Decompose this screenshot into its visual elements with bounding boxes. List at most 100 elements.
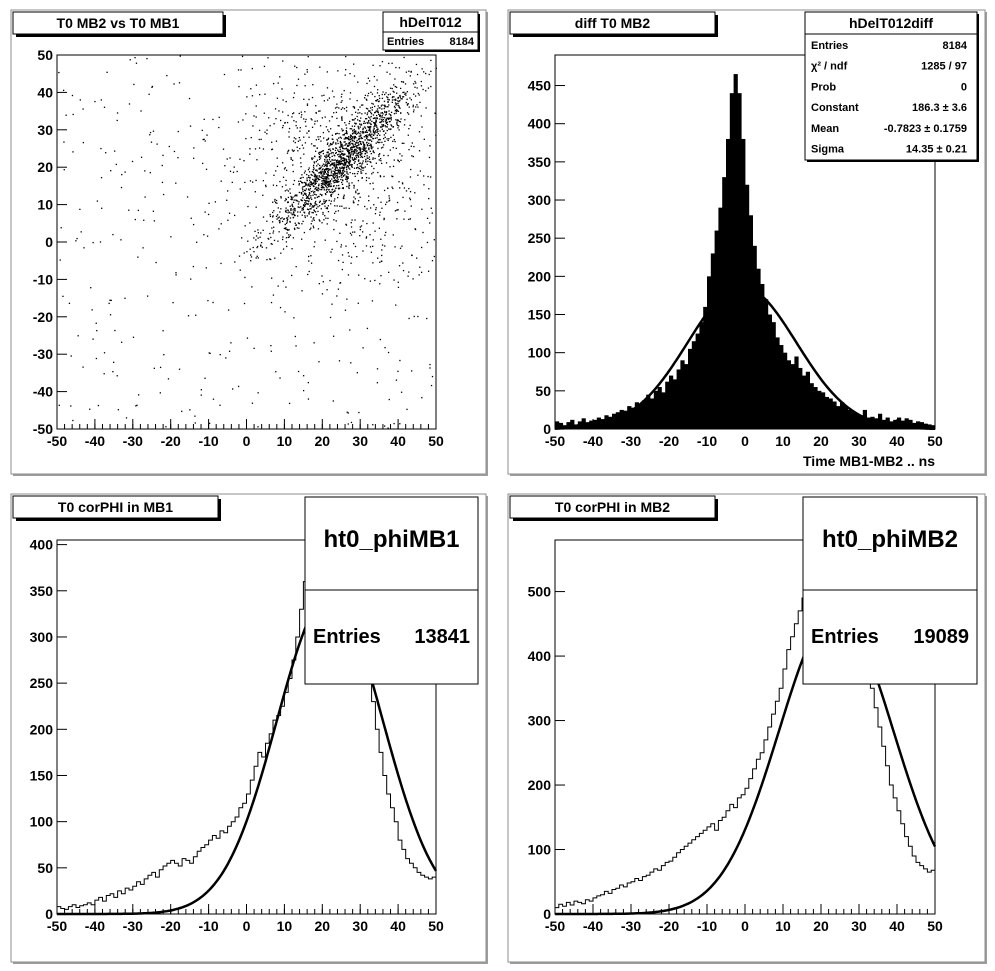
- scatter-point: [325, 189, 327, 191]
- scatter-point: [378, 153, 380, 156]
- scatter-point: [124, 297, 126, 299]
- y-tick-label: -30: [33, 346, 53, 362]
- scatter-point: [297, 140, 300, 142]
- scatter-point: [327, 210, 330, 213]
- scatter-point: [338, 125, 340, 127]
- scatter-point: [365, 98, 367, 100]
- scatter-point: [325, 126, 328, 128]
- scatter-point: [209, 352, 211, 355]
- scatter-point: [350, 256, 353, 258]
- scatter-point: [227, 190, 229, 192]
- scatter-point: [410, 99, 413, 101]
- scatter-point: [401, 155, 403, 157]
- scatter-point: [384, 203, 387, 206]
- histogram-bar: [764, 299, 769, 429]
- scatter-point: [314, 197, 316, 199]
- scatter-point: [342, 168, 344, 170]
- scatter-point: [391, 96, 394, 99]
- scatter-point: [383, 93, 386, 96]
- scatter-point: [63, 169, 65, 171]
- scatter-point: [357, 132, 359, 135]
- scatter-point: [410, 71, 412, 73]
- histogram-bar: [714, 230, 719, 429]
- scatter-point: [343, 160, 346, 162]
- scatter-point: [382, 144, 385, 146]
- scatter-point: [336, 295, 338, 297]
- scatter-point: [255, 84, 258, 86]
- scatter-point: [405, 71, 408, 73]
- scatter-point: [359, 228, 361, 231]
- scatter-point: [399, 359, 401, 362]
- scatter-point: [383, 189, 386, 192]
- scatter-point: [345, 124, 347, 126]
- scatter-point: [124, 171, 126, 173]
- scatter-point: [349, 161, 351, 163]
- scatter-point: [315, 112, 317, 114]
- scatter-point: [351, 125, 354, 127]
- scatter-point: [277, 285, 279, 287]
- scatter-point: [311, 220, 313, 222]
- scatter-point: [435, 134, 437, 136]
- scatter-point: [331, 155, 333, 158]
- scatter-point: [285, 184, 287, 186]
- scatter-point: [325, 167, 328, 170]
- scatter-point: [349, 98, 351, 100]
- scatter-point: [166, 74, 168, 77]
- scatter-point: [178, 82, 181, 84]
- scatter-point: [358, 135, 360, 137]
- stats-box: [804, 11, 978, 161]
- scatter-point: [332, 175, 334, 177]
- scatter-point: [346, 411, 348, 413]
- scatter-point: [426, 217, 429, 219]
- scatter-point: [359, 126, 361, 128]
- scatter-point: [344, 148, 346, 150]
- scatter-point: [376, 382, 379, 384]
- scatter-point: [358, 192, 360, 195]
- scatter-point: [323, 219, 325, 221]
- scatter-point: [278, 110, 280, 112]
- scatter-point: [392, 134, 395, 136]
- scatter-point: [318, 201, 321, 204]
- stats-label: Entries: [387, 36, 424, 48]
- scatter-point: [392, 175, 394, 178]
- scatter-point: [357, 193, 359, 195]
- scatter-point: [341, 128, 343, 130]
- scatter-point: [244, 276, 246, 279]
- x-tick-label: -30: [621, 918, 641, 934]
- scatter-point: [332, 192, 334, 194]
- scatter-point: [318, 110, 320, 112]
- scatter-point: [368, 119, 370, 122]
- scatter-point: [189, 125, 192, 127]
- scatter-point: [366, 137, 368, 140]
- scatter-point: [321, 165, 324, 167]
- scatter-point: [316, 159, 319, 161]
- scatter-point: [302, 205, 305, 207]
- scatter-point: [328, 178, 330, 180]
- scatter-point: [372, 245, 374, 248]
- scatter-point: [279, 119, 282, 122]
- scatter-points: [58, 55, 437, 429]
- scatter-point: [302, 190, 304, 193]
- scatter-point: [236, 170, 238, 173]
- scatter-point: [398, 129, 400, 131]
- scatter-point: [251, 286, 253, 288]
- scatter-point: [372, 103, 374, 105]
- scatter-point: [340, 181, 343, 184]
- scatter-point: [358, 146, 360, 149]
- scatter-point: [331, 134, 334, 136]
- scatter-point: [362, 347, 364, 349]
- scatter-point: [282, 60, 284, 62]
- scatter-point: [343, 167, 345, 170]
- scatter-point: [321, 150, 324, 152]
- scatter-point: [342, 147, 344, 149]
- scatter-point: [268, 117, 270, 119]
- scatter-point: [293, 112, 295, 114]
- scatter-point: [357, 125, 359, 128]
- scatter-point: [319, 176, 321, 178]
- scatter-point: [353, 137, 356, 139]
- stats-value: 186.3 ± 3.6: [912, 102, 967, 114]
- scatter-point: [319, 151, 322, 154]
- scatter-point: [406, 103, 409, 105]
- scatter-point: [390, 125, 393, 127]
- scatter-point: [408, 218, 410, 221]
